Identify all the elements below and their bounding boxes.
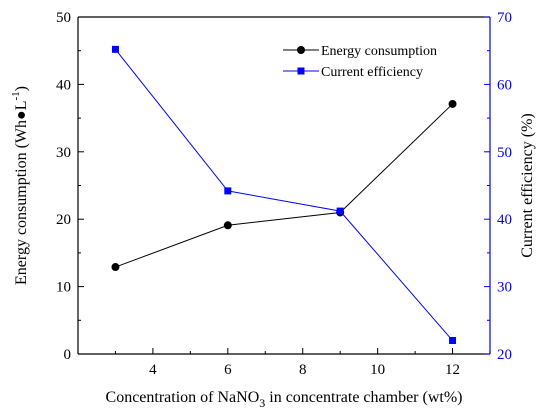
left-y-tick-label: 40 [56, 77, 71, 93]
current-efficiency-point [449, 337, 457, 345]
energy-consumption-point [448, 99, 457, 108]
legend-square-marker [297, 67, 305, 75]
legend-label: Current efficiency [321, 65, 423, 80]
left-y-tick-label: 30 [56, 145, 71, 161]
x-axis-title-subscript: 3 [259, 396, 265, 410]
right-y-axis-title: Current efficiency (%) [519, 113, 536, 258]
right-y-tick-label: 20 [497, 347, 512, 363]
energy-consumption-point [111, 263, 120, 272]
current-efficiency-line [115, 49, 453, 341]
right-y-tick-label: 30 [497, 280, 512, 296]
legend-item-current-efficiency: Current efficiency [283, 65, 423, 80]
current-efficiency-point [111, 45, 119, 53]
right-y-tick-label: 50 [497, 145, 512, 161]
current-efficiency-point [224, 187, 232, 195]
x-tick-label: 10 [370, 362, 385, 378]
left-y-axis-title-superscript: -1 [10, 91, 22, 100]
x-tick-label: 8 [299, 362, 307, 378]
legend-item-energy-consumption: Energy consumption [283, 44, 437, 59]
energy-consumption-line [115, 103, 453, 268]
x-tick-label: 4 [149, 362, 157, 378]
legend: Energy consumption Current efficiency [283, 44, 437, 80]
x-axis-title-main: Concentration of NaNO [106, 389, 260, 406]
left-y-tick-label: 0 [64, 347, 72, 363]
x-axis-title-rest: in concentrate chamber (wt%) [265, 389, 462, 406]
legend-circle-marker [297, 46, 305, 54]
left-y-axis-title-rest: ) [13, 86, 30, 91]
left-y-tick-label: 20 [56, 212, 71, 228]
left-y-axis-title-main: Energy consumption (Wh●L [13, 101, 30, 285]
left-y-tick-label: 50 [56, 10, 71, 26]
right-y-axis: 20 30 40 50 60 70 [484, 10, 512, 363]
plot-frame [77, 16, 491, 355]
energy-consumption-point [223, 221, 232, 230]
left-y-tick-label: 10 [56, 280, 71, 296]
x-tick-label: 6 [224, 362, 232, 378]
right-y-tick-label: 60 [497, 77, 512, 93]
series-energy-consumption [111, 99, 457, 272]
legend-label: Energy consumption [321, 44, 437, 59]
current-efficiency-point [336, 207, 344, 215]
series-layer [111, 45, 457, 345]
left-y-axis-title: Energy consumption (Wh●L-1) [10, 86, 30, 285]
x-axis-title: Concentration of NaNO3 in concentrate ch… [106, 389, 463, 410]
x-axis: 4 6 8 10 12 [77, 348, 491, 378]
right-y-tick-label: 40 [497, 212, 512, 228]
left-y-axis: 0 10 20 30 40 50 [56, 10, 84, 363]
right-y-tick-label: 70 [497, 10, 512, 26]
series-current-efficiency [111, 45, 457, 345]
x-tick-label: 12 [445, 362, 460, 378]
